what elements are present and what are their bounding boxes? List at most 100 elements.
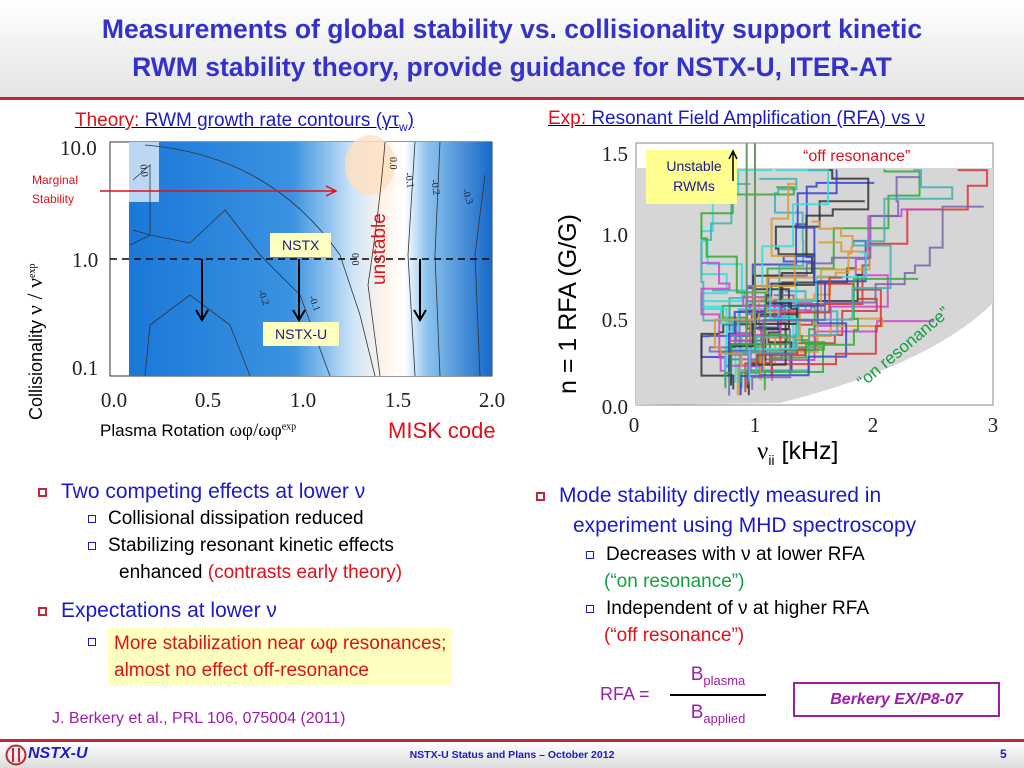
num-sub: plasma: [703, 672, 746, 688]
sub-bullet: Independent of ν at higher RFA (“off reso…: [586, 595, 916, 649]
heading-text: Resonant Field Amplification (RFA) vs ν: [591, 108, 925, 129]
marginal-line-1: Marginal: [32, 173, 79, 187]
reduction-arrows: [195, 259, 427, 322]
slide-footer: NSTX-U NSTX-U Status and Plans – October…: [0, 739, 1024, 768]
nstx-label: NSTX: [270, 233, 332, 257]
bullet-1: Mode stability directly measured in exper…: [536, 481, 916, 541]
right-panel-heading: Exp: Resonant Field Amplification (RFA) …: [548, 108, 925, 130]
svg-text:1.0: 1.0: [602, 223, 628, 247]
bullet-text: Independent of ν at higher RFA: [606, 598, 870, 619]
reference-box: Berkery EX/P8-07: [793, 682, 1000, 717]
svg-text:-0.1: -0.1: [402, 172, 416, 190]
sub-bullet: Stabilizing resonant kinetic effects enha…: [88, 532, 452, 586]
bullet-1: Two competing effects at lower ν: [38, 479, 452, 505]
ylabel-symbol: ν / ν: [22, 277, 47, 315]
bullet-text: Mode stability directly measured in: [559, 484, 882, 507]
rfa-trace: [713, 182, 796, 367]
xlabel-text: Plasma Rotation: [100, 421, 225, 440]
heading-end: ): [407, 110, 414, 131]
unstable-line-2: RWMs: [673, 178, 715, 194]
bullet-icon: [88, 541, 96, 550]
sub-bullet: More stabilization near ωφ resonances; al…: [88, 628, 453, 686]
right-y-ticks: 1.5 1.0 0.5 0.0: [602, 142, 628, 419]
ylabel-text: Collisionality: [26, 319, 46, 420]
bullet-text-2: enhanced: [119, 562, 208, 583]
xlabel-sup: exp: [281, 421, 297, 433]
svg-text:-0.3: -0.3: [459, 187, 475, 206]
nstxu-label: NSTX-U: [263, 322, 340, 346]
rwm-contour-plot: 0.0 0.0 0.0 -0.1 -0.2 -0.3 -0.2 -0.1 10.…: [60, 135, 505, 412]
bullet-icon: [88, 514, 96, 523]
bullet-icon: [586, 604, 594, 613]
svg-text:0.0: 0.0: [349, 253, 360, 266]
bullet-icon: [586, 550, 594, 559]
bullet-2: Expectations at lower ν: [38, 598, 452, 624]
svg-text:0.0: 0.0: [137, 164, 150, 178]
den: B: [690, 702, 704, 723]
contour-lines: [129, 141, 486, 377]
highlight-box: More stabilization near ωφ resonances; al…: [108, 628, 453, 686]
sub-bullet: Collisional dissipation reduced: [88, 505, 452, 532]
svg-text:0.0: 0.0: [602, 395, 628, 419]
bullet-icon: [88, 637, 96, 646]
svg-text:0.0: 0.0: [387, 157, 398, 170]
svg-text:0.5: 0.5: [195, 388, 221, 412]
rfa-trace: [739, 334, 826, 395]
svg-text:1.0: 1.0: [290, 388, 316, 412]
right-x-axis-label: νii [kHz]: [757, 437, 838, 474]
slide-title: Measurements of global stability vs. col…: [0, 10, 1024, 86]
bullet-red-text: (contrasts early theory): [207, 562, 403, 583]
left-x-axis-label: Plasma Rotation ωφ/ωφexp: [100, 420, 296, 442]
bullet-icon: [536, 491, 545, 501]
left-panel-heading: Theory: RWM growth rate contours (γτw): [75, 110, 414, 134]
formula-lhs: RFA =: [600, 684, 650, 704]
svg-text:0: 0: [629, 413, 640, 437]
unstable-rwms-label: Unstable RWMs: [654, 156, 734, 196]
ylabel-sup: exp: [27, 263, 38, 278]
bullet-text: Collisional dissipation reduced: [108, 508, 364, 529]
rfa-trace: [738, 177, 805, 383]
fraction-bar: [670, 694, 766, 696]
bullet-icon: [38, 487, 47, 497]
right-y-axis-label: n = 1 RFA (G/G): [554, 214, 582, 394]
rfa-trace: [727, 169, 838, 376]
formula-denominator: Bapplied: [670, 702, 766, 726]
xlabel-sub: ii: [768, 452, 775, 468]
nstx-logo-icon: [5, 744, 27, 766]
rfa-trace: [700, 315, 794, 375]
bullet-text-2: almost no effect off-resonance: [114, 660, 369, 681]
left-x-ticks: 0.0 0.5 1.0 1.5 2.0: [101, 388, 505, 412]
num: B: [690, 664, 704, 685]
unstable-label: unstable: [369, 213, 390, 285]
slide-header: [0, 0, 1024, 100]
sub-bullet: Decreases with ν at lower RFA (“on resona…: [586, 541, 916, 595]
formula-numerator: Bplasma: [670, 664, 766, 688]
bullet-icon: [38, 606, 47, 616]
bullet-text: Two competing effects at lower ν: [61, 480, 366, 503]
heading-prefix: Theory:: [75, 110, 140, 131]
svg-text:1.0: 1.0: [72, 248, 98, 272]
misk-code-label: MISK code: [388, 418, 496, 443]
bullet-text: Expectations at lower ν: [61, 599, 277, 622]
data-region: [636, 168, 993, 405]
svg-text:-0.2: -0.2: [255, 288, 271, 307]
bullet-text: Stabilizing resonant kinetic effects: [108, 535, 394, 556]
citation: J. Berkery et al., PRL 106, 075004 (2011…: [52, 710, 346, 727]
heading-symbol: γτ: [381, 110, 399, 131]
rfa-trace: [759, 241, 871, 380]
bullet-red-text: (“off resonance”): [604, 625, 745, 646]
rfa-plot: 1.5 1.0 0.5 0.0 0 1 2 3 “on resonance”: [602, 142, 999, 437]
svg-text:1: 1: [750, 413, 761, 437]
left-y-axis-label: Collisionality ν / νexp: [22, 263, 48, 420]
svg-text:1.5: 1.5: [602, 142, 628, 166]
rfa-trace: [739, 239, 867, 396]
den-sub: applied: [703, 710, 746, 726]
marginal-stability-arrow: [100, 185, 338, 197]
bullet-text-2: experiment using MHD spectroscopy: [573, 514, 917, 537]
rfa-traces: [700, 143, 989, 396]
right-x-ticks: 0 1 2 3: [629, 413, 999, 437]
footer-center-text: NSTX-U Status and Plans – October 2012: [409, 749, 615, 761]
bullet-green-text: (“on resonance”): [604, 571, 745, 592]
xlabel-unit: [kHz]: [774, 437, 839, 465]
page-number: 5: [1000, 747, 1007, 761]
